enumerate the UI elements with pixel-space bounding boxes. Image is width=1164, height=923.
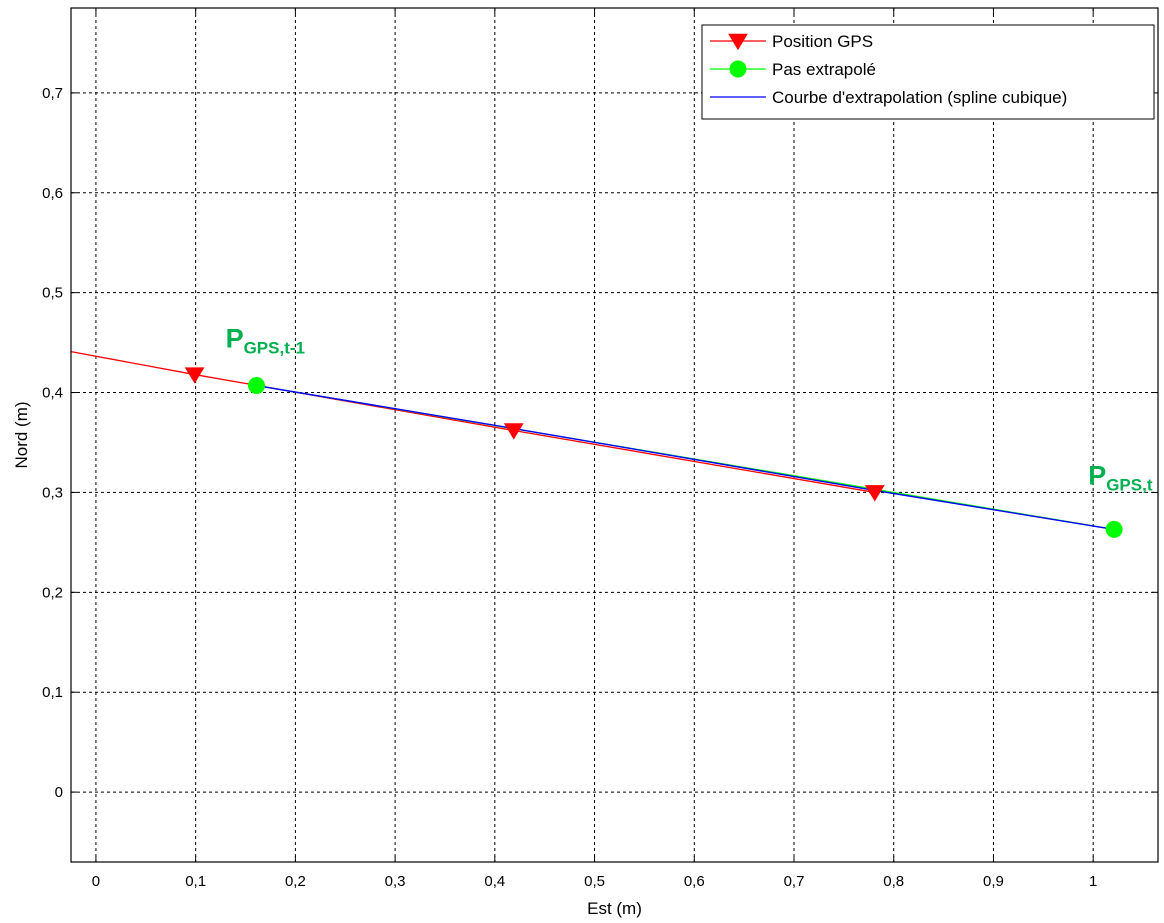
legend-entry-label: Courbe d'extrapolation (spline cubique): [772, 88, 1067, 107]
x-tick-label: 0,1: [185, 873, 206, 890]
annotation-main: P: [226, 324, 244, 354]
y-tick-label: 0,7: [42, 85, 63, 102]
gps-position-point: [503, 423, 524, 440]
x-tick-label: 0,5: [584, 873, 605, 890]
pas-extrapole-point: [247, 377, 265, 395]
x-tick-label: 0,7: [784, 873, 805, 890]
gps-position-point: [184, 367, 205, 384]
pas-extrapole-point: [1105, 520, 1123, 538]
annotation-label: PGPS,t-1: [226, 324, 305, 358]
x-tick-label: 0,9: [983, 873, 1004, 890]
x-tick-label: 1: [1089, 873, 1097, 890]
annotation-main: P: [1088, 460, 1106, 490]
legend-box: [701, 24, 1155, 120]
y-axis-label: Nord (m): [12, 401, 31, 468]
series-line-2: [256, 384, 1115, 531]
gps-position-point: [864, 485, 885, 502]
x-tick-label: 0,6: [684, 873, 705, 890]
y-tick-label: 0,5: [42, 285, 63, 302]
y-tick-label: 0,2: [42, 584, 63, 601]
legend-entry-label: Position GPS: [772, 32, 873, 51]
x-axis-label: Est (m): [587, 899, 642, 918]
y-tick-label: 0,1: [42, 684, 63, 701]
legend: Position GPS Pas extrapolé Courbe d'extrap…: [701, 24, 1155, 120]
legend-marker: [729, 60, 747, 78]
y-tick-label: 0,6: [42, 185, 63, 202]
x-tick-label: 0: [92, 873, 100, 890]
legend-marker: [728, 33, 748, 51]
y-tick-label: 0: [55, 784, 63, 801]
legend-entry-label: Pas extrapolé: [772, 60, 876, 79]
data-series: [70, 350, 1123, 538]
x-tick-label: 0,4: [484, 873, 505, 890]
y-tick-label: 0,3: [42, 484, 63, 501]
axes-frame: [70, 7, 1159, 863]
x-tick-label: 0,2: [285, 873, 306, 890]
y-tick-label: 0,4: [42, 385, 63, 402]
axis-ticks: 0 0,1 0,2 0,3 0,4 0,5 0,6 0,7 0,8 0,9 1 0 0,1 0,2 0,3 0…: [42, 8, 1158, 890]
x-tick-label: 0,3: [385, 873, 406, 890]
annotation-subscript: GPS,t-1: [244, 339, 305, 358]
annotation-subscript: GPS,t: [1106, 475, 1153, 494]
x-tick-label: 0,8: [883, 873, 904, 890]
annotation-label: PGPS,t: [1088, 460, 1153, 494]
